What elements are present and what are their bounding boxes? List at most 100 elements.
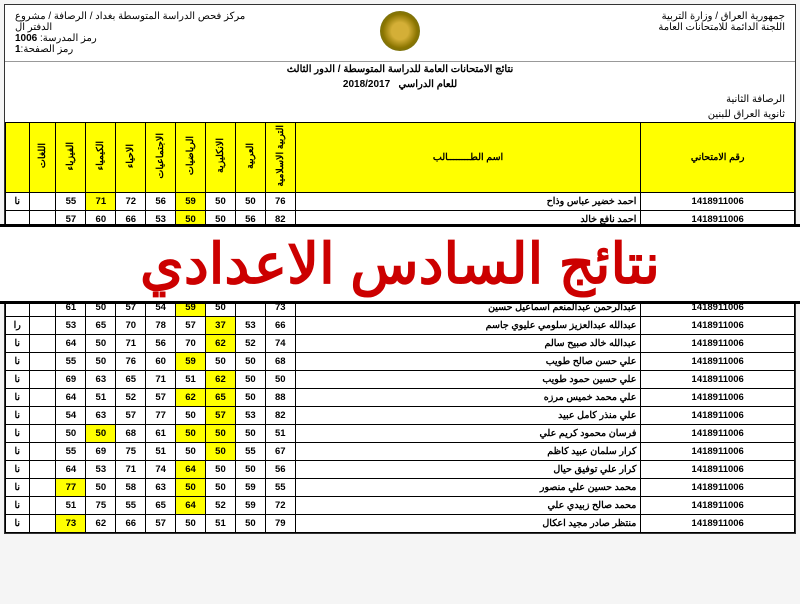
score-cell: 51	[56, 496, 86, 514]
score-cell: 50	[206, 460, 236, 478]
district: الرصافة الثانية	[726, 94, 785, 105]
column-header: التربية الاسلامية	[265, 123, 295, 193]
score-cell: 75	[86, 496, 116, 514]
overlay-banner: نتائج السادس الاعدادي	[0, 224, 800, 304]
score-cell: 73	[56, 514, 86, 532]
column-header: الرياضيات	[176, 123, 206, 193]
score-cell: 60	[146, 352, 176, 370]
score-cell: 70	[176, 334, 206, 352]
score-cell: 57	[146, 388, 176, 406]
column-header: الانكليزية	[206, 123, 236, 193]
table-row: 1418911006علي حسين حمود طويب505062517165…	[6, 370, 795, 388]
score-cell: 57	[176, 316, 206, 334]
score-cell: 50	[176, 442, 206, 460]
column-header: الاجتماعيات	[146, 123, 176, 193]
score-cell	[29, 424, 56, 442]
score-cell: 70	[116, 316, 146, 334]
score-cell: 37	[206, 316, 236, 334]
table-header-row: رقم الامتحانياسم الطــــــــالبالتربية ا…	[6, 123, 795, 193]
score-cell: 50	[176, 424, 206, 442]
column-header: العربية	[235, 123, 265, 193]
score-cell: 62	[206, 370, 236, 388]
score-cell: 69	[86, 442, 116, 460]
score-cell: 64	[176, 496, 206, 514]
score-cell: 63	[86, 406, 116, 424]
column-header	[6, 123, 30, 193]
score-cell: 50	[176, 514, 206, 532]
iraq-emblem-icon	[380, 11, 420, 51]
student-name: عبدالله خالد صبيح سالم	[295, 334, 641, 352]
score-cell: 57	[206, 406, 236, 424]
score-cell: 63	[86, 370, 116, 388]
score-cell	[29, 334, 56, 352]
score-cell: 76	[265, 192, 295, 210]
score-cell: 88	[265, 388, 295, 406]
score-cell: 72	[116, 192, 146, 210]
score-cell: 51	[146, 442, 176, 460]
score-cell: 53	[86, 460, 116, 478]
student-name: علي محمد خميس مرزه	[295, 388, 641, 406]
score-cell: 61	[146, 424, 176, 442]
table-row: 1418911006علي محمد خميس مرزه885065625752…	[6, 388, 795, 406]
school-code-label: رمز المدرسة:	[40, 33, 97, 44]
student-name: عبدالله عبدالعزيز سلومي عليوي جاسم	[295, 316, 641, 334]
score-cell: 55	[56, 192, 86, 210]
score-cell: 50	[176, 406, 206, 424]
score-cell: 57	[116, 406, 146, 424]
score-cell: 64	[56, 334, 86, 352]
column-header: الفيزياء	[56, 123, 86, 193]
score-cell: 62	[206, 334, 236, 352]
score-cell: 58	[116, 478, 146, 496]
score-cell	[29, 192, 56, 210]
score-cell	[29, 442, 56, 460]
score-cell: 50	[235, 388, 265, 406]
score-cell	[29, 478, 56, 496]
exam-id: 1418911006	[641, 388, 795, 406]
student-name: علي منذر كامل عبيد	[295, 406, 641, 424]
score-cell: 50	[206, 352, 236, 370]
score-cell: 79	[265, 514, 295, 532]
student-name: كرار سلمان عبيد كاظم	[295, 442, 641, 460]
score-cell: 50	[56, 424, 86, 442]
score-cell: 56	[146, 334, 176, 352]
student-name: كرار علي توفيق حيال	[295, 460, 641, 478]
score-cell: 72	[265, 496, 295, 514]
score-cell: 69	[56, 370, 86, 388]
score-cell: 50	[235, 352, 265, 370]
student-name: علي حسين حمود طويب	[295, 370, 641, 388]
score-cell	[29, 352, 56, 370]
table-row: 1418911006علي منذر كامل عبيد825357507757…	[6, 406, 795, 424]
column-header: رقم الامتحاني	[641, 123, 795, 193]
score-cell: 67	[265, 442, 295, 460]
score-cell: 50	[206, 192, 236, 210]
score-cell: 53	[235, 316, 265, 334]
score-cell: نا	[6, 442, 30, 460]
score-cell: 50	[206, 478, 236, 496]
score-cell: 65	[116, 370, 146, 388]
score-cell: 68	[116, 424, 146, 442]
score-cell: 71	[116, 334, 146, 352]
score-cell: 77	[146, 406, 176, 424]
table-row: 1418911006فرسان محمود كريم علي5150505061…	[6, 424, 795, 442]
score-cell: 50	[206, 424, 236, 442]
score-cell: 50	[86, 478, 116, 496]
score-cell: 75	[116, 442, 146, 460]
table-row: 1418911006عبدالله عبدالعزيز سلومي عليوي …	[6, 316, 795, 334]
exam-id: 1418911006	[641, 496, 795, 514]
score-cell: 65	[206, 388, 236, 406]
score-cell	[29, 496, 56, 514]
table-row: 1418911006كرار علي توفيق حيال56505064747…	[6, 460, 795, 478]
column-header: اسم الطــــــــالب	[295, 123, 641, 193]
exam-id: 1418911006	[641, 370, 795, 388]
score-cell: 77	[56, 478, 86, 496]
score-cell: 53	[56, 316, 86, 334]
student-name: منتظر صادر مجيد اعكال	[295, 514, 641, 532]
results-table: رقم الامتحانياسم الطــــــــالبالتربية ا…	[5, 122, 795, 533]
table-row: 1418911006احمد خضير عباس وذاح76505059567…	[6, 192, 795, 210]
score-cell: 53	[235, 406, 265, 424]
table-row: 1418911006محمد حسين علي منصور55595050635…	[6, 478, 795, 496]
score-cell: 64	[56, 388, 86, 406]
column-header: اللغات	[29, 123, 56, 193]
score-cell	[29, 316, 56, 334]
score-cell: 63	[146, 478, 176, 496]
